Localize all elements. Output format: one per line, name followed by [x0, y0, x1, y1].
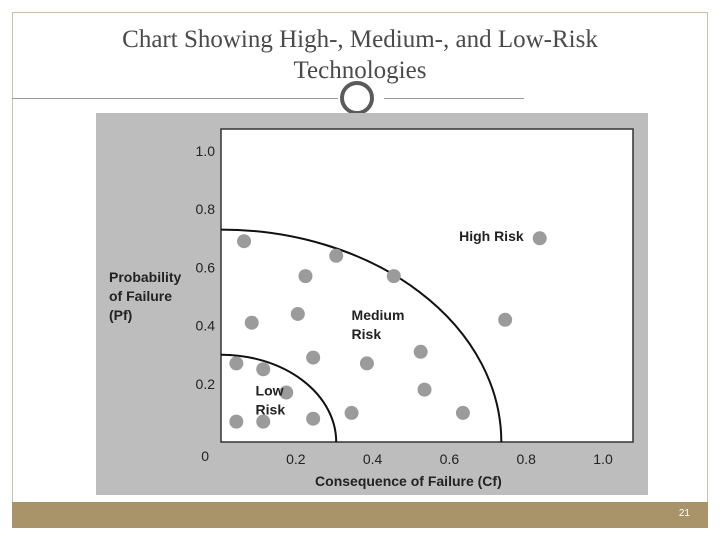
data-point: [256, 362, 271, 377]
region-labels: Low Risk Medium Risk High Risk: [256, 228, 524, 417]
x-tick-label: 0.2: [286, 451, 306, 467]
data-point: [413, 344, 428, 359]
data-point: [306, 411, 321, 426]
title-divider-left: [12, 98, 338, 99]
low-risk-boundary: [220, 353, 338, 443]
data-point: [532, 231, 547, 246]
risk-scatter-chart: Low Risk Medium Risk High Risk 0.2 0.4 0.6 0.8 1…: [109, 128, 634, 489]
region-label-line: Risk: [352, 326, 382, 342]
data-point: [279, 385, 294, 400]
x-tick-label: 0.6: [440, 451, 460, 467]
region-label-line: High Risk: [459, 228, 524, 244]
region-label: Medium Risk: [352, 307, 405, 342]
y-tick-label: 0.2: [196, 376, 216, 392]
data-point: [417, 382, 432, 397]
y-axis-label-line: Probability: [109, 269, 182, 285]
x-axis-label: Consequence of Failure (Cf): [315, 473, 502, 489]
data-point: [455, 405, 470, 420]
data-point: [359, 356, 374, 371]
chart-container: Low Risk Medium Risk High Risk 0.2 0.4 0.6 0.8 1…: [96, 113, 648, 495]
data-point: [229, 356, 244, 371]
data-point: [256, 414, 271, 429]
data-point: [298, 269, 313, 284]
y-tick-label: 1.0: [196, 143, 216, 159]
data-points: [229, 231, 547, 429]
circle-ornament-icon: [340, 81, 374, 115]
risk-boundaries: [220, 228, 503, 443]
y-axis-label-line: of Failure: [109, 288, 172, 304]
y-tick-label: 0.4: [196, 318, 216, 334]
data-point: [229, 414, 244, 429]
title-divider-right: [384, 98, 524, 99]
data-point: [344, 405, 359, 420]
origin-label: 0: [201, 448, 209, 464]
region-label: High Risk: [459, 228, 524, 244]
y-axis-label-line: (Pf): [109, 307, 132, 323]
data-point: [290, 306, 305, 321]
x-tick-label: 0.4: [363, 451, 383, 467]
x-tick-label: 1.0: [593, 451, 613, 467]
data-point: [306, 350, 321, 365]
medium-risk-boundary: [220, 228, 503, 443]
data-point: [244, 315, 259, 330]
data-point: [237, 234, 252, 249]
y-axis-ticks: 0.2 0.4 0.6 0.8 1.0: [196, 143, 216, 392]
x-tick-label: 0.8: [516, 451, 536, 467]
footer-bar: 21: [12, 502, 708, 528]
region-label-line: Low: [256, 382, 284, 398]
slide-title: Chart Showing High-, Medium-, and Low-Ri…: [122, 26, 598, 84]
data-point: [498, 312, 513, 327]
region-label: Low Risk: [256, 382, 286, 417]
region-label-line: Risk: [256, 401, 286, 417]
data-point: [329, 248, 344, 263]
y-axis-label: Probability of Failure (Pf): [109, 269, 182, 323]
region-label-line: Medium: [352, 307, 405, 323]
x-axis-ticks: 0.2 0.4 0.6 0.8 1.0: [286, 451, 613, 467]
data-point: [386, 269, 401, 284]
page-number: 21: [678, 508, 690, 519]
y-tick-label: 0.8: [196, 201, 216, 217]
y-tick-label: 0.6: [196, 259, 216, 275]
